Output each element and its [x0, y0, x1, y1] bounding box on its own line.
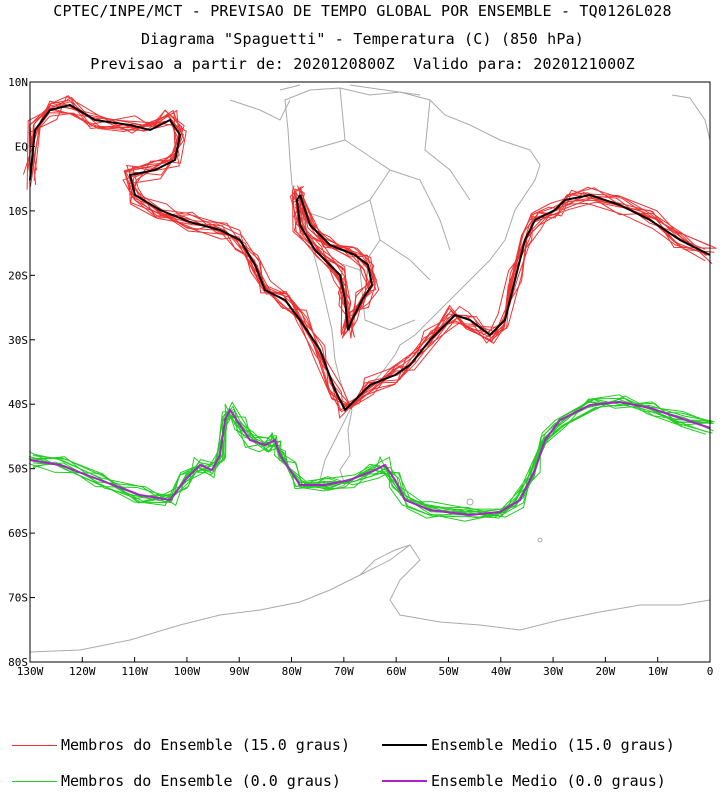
antarctica-coast [29, 544, 711, 653]
map-frame [29, 81, 711, 663]
member-0-line [32, 395, 713, 517]
country-borders [299, 87, 471, 331]
lat-label: 50S [8, 463, 28, 476]
member-15-line [293, 191, 377, 330]
member-15-line [31, 102, 706, 406]
lat-label: 80S [8, 656, 28, 669]
title-line-1: CPTEC/INPE/MCT - PREVISAO DE TEMPO GLOBA… [53, 2, 672, 20]
title-line-3: Previsao a partir de: 2020120800Z Valido… [90, 55, 635, 73]
mean-0-contour [29, 400, 711, 517]
member-0-line [32, 401, 707, 519]
lat-label: 30S [8, 334, 28, 347]
member-15-line [28, 95, 707, 408]
lon-label: 10W [648, 665, 668, 678]
lon-label: 60W [386, 665, 406, 678]
mean-15-line [295, 194, 374, 331]
member-0-line [28, 402, 715, 517]
lon-label: 0 [707, 665, 714, 678]
legend-label-mean-15: Ensemble Medio (15.0 graus) [431, 736, 675, 754]
lat-label: 20S [8, 269, 28, 282]
south-america-coast [284, 87, 541, 491]
member-15-line [22, 99, 715, 409]
legend-label-members-0: Membros do Ensemble (0.0 graus) [61, 772, 341, 790]
mean-0-line [29, 400, 711, 517]
member-0-line [28, 394, 709, 519]
legend-mean-15: Ensemble Medio (15.0 graus) [382, 736, 675, 754]
members-0-contours [28, 394, 715, 522]
south-georgia [537, 537, 543, 543]
member-15-line [29, 104, 716, 412]
lon-label: 40W [491, 665, 511, 678]
legend-mean-0: Ensemble Medio (0.0 graus) [382, 772, 666, 790]
member-0-line [32, 398, 714, 513]
member-15-line [26, 96, 708, 405]
legend-members-0: Membros do Ensemble (0.0 graus) [12, 772, 341, 790]
coastline-layer [29, 84, 711, 653]
legend-swatch-black [382, 744, 427, 746]
lon-label: 50W [439, 665, 459, 678]
africa-coast [671, 94, 711, 141]
lat-label: 40S [8, 398, 28, 411]
lon-label: 20W [595, 665, 615, 678]
legend-label-mean-0: Ensemble Medio (0.0 graus) [431, 772, 666, 790]
lat-label: EQ [15, 140, 28, 153]
lat-label: 60S [8, 527, 28, 540]
member-0-line [32, 401, 708, 512]
members-15-contours [22, 95, 717, 419]
lon-label: 100W [174, 665, 201, 678]
lon-label: 130W [17, 665, 44, 678]
lon-label: 120W [69, 665, 96, 678]
member-15-line [33, 109, 717, 409]
lon-label: 110W [121, 665, 148, 678]
mean-15-contour [29, 103, 711, 412]
lon-label: 90W [229, 665, 249, 678]
member-15-line [30, 101, 706, 409]
lat-label: 10N [8, 76, 28, 89]
central-america-coast [229, 84, 421, 121]
member-0-line [28, 397, 710, 522]
lat-label: 10S [8, 205, 28, 218]
title-line-2: Diagrama "Spaguetti" - Temperatura (C) (… [140, 30, 585, 48]
member-15-line [31, 107, 713, 405]
antarctic-peninsula [359, 544, 411, 576]
legend-label-members-15: Membros do Ensemble (15.0 graus) [61, 736, 350, 754]
lon-label: 30W [543, 665, 563, 678]
lon-label: 80W [282, 665, 302, 678]
mean-15-line [29, 103, 711, 412]
member-15-line [293, 196, 375, 338]
lon-label: 70W [334, 665, 354, 678]
falklands [466, 498, 474, 506]
legend-swatch-red-thin [12, 744, 57, 746]
member-15-line [28, 95, 704, 410]
lat-label: 70S [8, 592, 28, 605]
legend-swatch-green-thin [12, 780, 57, 782]
legend-members-15: Membros do Ensemble (15.0 graus) [12, 736, 350, 754]
legend-swatch-purple [382, 780, 427, 782]
